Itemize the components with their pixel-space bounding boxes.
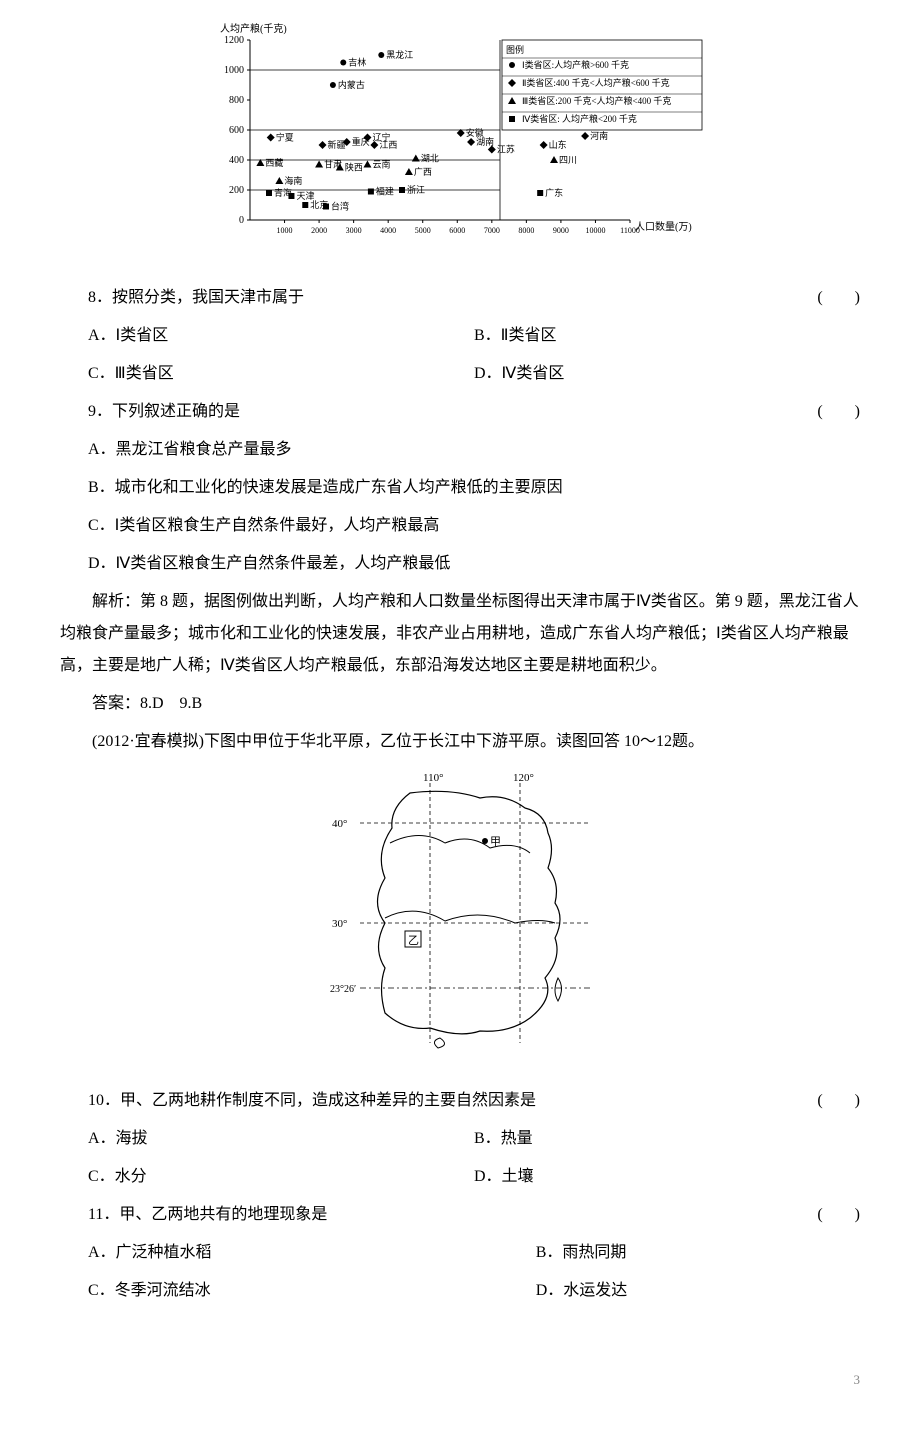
map-jia: 甲 — [490, 836, 501, 848]
svg-text:9000: 9000 — [553, 226, 569, 235]
q10-options-ab: A．海拔 B．热量 — [60, 1123, 860, 1155]
q11-options-cd: C．冬季河流结冰 D．水运发达 — [60, 1275, 860, 1307]
q9-row: 9．下列叙述正确的是 ( ) — [60, 396, 860, 428]
svg-text:福建: 福建 — [376, 186, 394, 197]
q9-text: 9．下列叙述正确的是 — [60, 396, 817, 428]
svg-text:西藏: 西藏 — [265, 157, 283, 168]
q9-opt-a: A．黑龙江省粮食总产量最多 — [60, 434, 860, 466]
svg-text:4000: 4000 — [380, 226, 396, 235]
q10-opt-d: D．土壤 — [474, 1161, 860, 1193]
svg-text:河南: 河南 — [590, 130, 608, 141]
grain-chart: 人均产粮(千克) 0 200 400 600 800 1000 1200 1000 2000 3… — [210, 20, 710, 262]
svg-text:海南: 海南 — [284, 175, 302, 186]
q11-paren: ( ) — [817, 1199, 860, 1231]
map-yi: 乙 — [408, 934, 419, 947]
q10-options-cd: C．水分 D．土壤 — [60, 1161, 860, 1193]
q8-opt-d: D．Ⅳ类省区 — [474, 358, 860, 390]
svg-text:广东: 广东 — [545, 187, 563, 198]
lon-110: 110° — [423, 773, 444, 784]
q9-opt-b: B．城市化和工业化的快速发展是造成广东省人均产粮低的主要原因 — [60, 472, 860, 504]
svg-text:浙江: 浙江 — [407, 184, 425, 195]
q8-options-ab: A．Ⅰ类省区 B．Ⅱ类省区 — [60, 320, 860, 352]
china-map: 110° 120° 40° 30° 23°26′ 甲 乙 — [330, 773, 590, 1065]
q11-text: 11．甲、乙两地共有的地理现象是 — [60, 1199, 817, 1231]
svg-text:吉林: 吉林 — [348, 57, 366, 68]
q11-opt-a: A．广泛种植水稻 — [88, 1237, 536, 1269]
svg-text:四川: 四川 — [559, 155, 577, 165]
q8-opt-a: A．Ⅰ类省区 — [88, 320, 474, 352]
q11-opt-b: B．雨热同期 — [536, 1237, 627, 1269]
svg-text:内蒙古: 内蒙古 — [338, 79, 365, 90]
svg-text:湖南: 湖南 — [476, 136, 494, 147]
answer-89: 答案：8.D 9.B — [60, 688, 860, 720]
q8-text: 8．按照分类，我国天津市属于 — [60, 282, 817, 314]
svg-text:400: 400 — [229, 155, 244, 166]
svg-text:Ⅳ类省区: 人均产粮<200 千克: Ⅳ类省区: 人均产粮<200 千克 — [522, 113, 637, 124]
svg-text:新疆: 新疆 — [328, 139, 346, 150]
q8-row: 8．按照分类，我国天津市属于 ( ) — [60, 282, 860, 314]
x-axis-title: 人口数量(万) — [635, 220, 692, 233]
svg-text:山东: 山东 — [549, 139, 567, 150]
svg-text:Ⅱ类省区:400 千克<人均产粮<600 千克: Ⅱ类省区:400 千克<人均产粮<600 千克 — [522, 77, 670, 88]
lat-30: 30° — [332, 918, 347, 930]
svg-text:2000: 2000 — [311, 226, 327, 235]
explain-89: 解析：第 8 题，据图例做出判断，人均产粮和人口数量坐标图得出天津市属于Ⅳ类省区… — [60, 586, 860, 682]
q8-options-cd: C．Ⅲ类省区 D．Ⅳ类省区 — [60, 358, 860, 390]
q10-opt-b: B．热量 — [474, 1123, 860, 1155]
svg-text:陕西: 陕西 — [345, 162, 363, 173]
svg-text:5000: 5000 — [415, 226, 431, 235]
q11-opt-d: D．水运发达 — [536, 1275, 628, 1307]
svg-text:7000: 7000 — [484, 226, 500, 235]
q8-paren: ( ) — [817, 282, 860, 314]
page-number: 3 — [60, 1367, 860, 1393]
q10-opt-c: C．水分 — [88, 1161, 474, 1193]
svg-text:江西: 江西 — [379, 140, 397, 150]
context-1012: (2012·宜春模拟)下图中甲位于华北平原，乙位于长江中下游平原。读图回答 10… — [60, 726, 860, 758]
q10-row: 10．甲、乙两地耕作制度不同，造成这种差异的主要自然因素是 ( ) — [60, 1085, 860, 1117]
q11-row: 11．甲、乙两地共有的地理现象是 ( ) — [60, 1199, 860, 1231]
lon-120: 120° — [513, 773, 534, 784]
svg-text:0: 0 — [239, 215, 244, 226]
svg-text:云南: 云南 — [372, 159, 390, 170]
svg-text:600: 600 — [229, 125, 244, 136]
chart-svg: 人均产粮(千克) 0 200 400 600 800 1000 1200 1000 2000 3… — [210, 20, 710, 250]
svg-text:6000: 6000 — [449, 226, 465, 235]
svg-text:宁夏: 宁夏 — [276, 132, 294, 143]
q10-paren: ( ) — [817, 1085, 860, 1117]
svg-text:Ⅰ类省区:人均产粮>600 千克: Ⅰ类省区:人均产粮>600 千克 — [522, 59, 629, 70]
q9-opt-d: D．Ⅳ类省区粮食生产自然条件最差，人均产粮最低 — [60, 548, 860, 580]
map-svg: 110° 120° 40° 30° 23°26′ 甲 乙 — [330, 773, 590, 1053]
q9-opt-c: C．Ⅰ类省区粮食生产自然条件最好，人均产粮最高 — [60, 510, 860, 542]
svg-text:3000: 3000 — [346, 226, 362, 235]
y-axis-title: 人均产粮(千克) — [220, 22, 287, 35]
svg-text:江苏: 江苏 — [497, 144, 515, 155]
svg-text:10000: 10000 — [585, 226, 605, 235]
svg-text:1200: 1200 — [224, 35, 244, 46]
svg-text:8000: 8000 — [518, 226, 534, 235]
q10-opt-a: A．海拔 — [88, 1123, 474, 1155]
svg-text:黑龙江: 黑龙江 — [386, 49, 413, 60]
svg-text:200: 200 — [229, 185, 244, 196]
svg-text:800: 800 — [229, 95, 244, 106]
lat-40: 40° — [332, 818, 347, 830]
q11-opt-c: C．冬季河流结冰 — [88, 1275, 536, 1307]
q9-paren: ( ) — [817, 396, 860, 428]
q11-options-ab: A．广泛种植水稻 B．雨热同期 — [60, 1237, 860, 1269]
svg-text:1000: 1000 — [224, 65, 244, 76]
legend-title: 图例 — [506, 44, 524, 55]
svg-text:台湾: 台湾 — [331, 201, 349, 212]
svg-text:1000: 1000 — [277, 226, 293, 235]
svg-text:Ⅲ类省区:200 千克<人均产粮<400 千克: Ⅲ类省区:200 千克<人均产粮<400 千克 — [522, 95, 671, 106]
q8-opt-c: C．Ⅲ类省区 — [88, 358, 474, 390]
svg-text:广西: 广西 — [414, 166, 432, 177]
lat-tropic: 23°26′ — [330, 984, 356, 995]
svg-text:湖北: 湖北 — [421, 154, 439, 164]
q8-opt-b: B．Ⅱ类省区 — [474, 320, 860, 352]
q10-text: 10．甲、乙两地耕作制度不同，造成这种差异的主要自然因素是 — [60, 1085, 817, 1117]
